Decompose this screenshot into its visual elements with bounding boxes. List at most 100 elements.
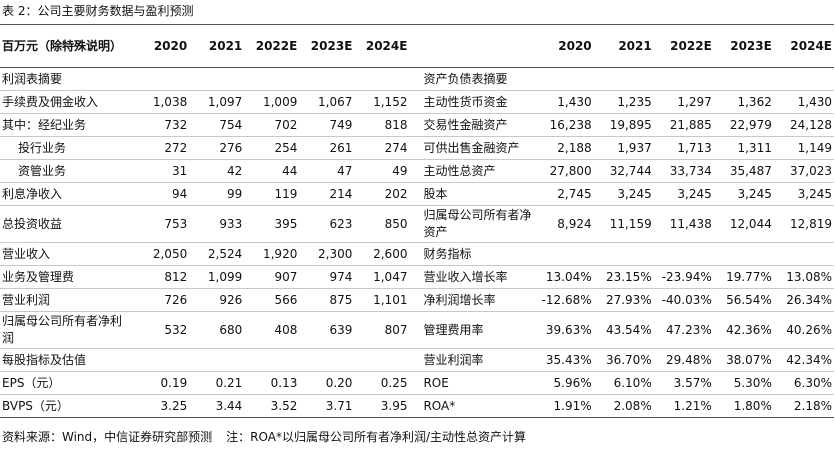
section-label: 每股指标及估值 xyxy=(0,348,135,372)
value-cell: 1,099 xyxy=(189,265,245,289)
value-cell: 42 xyxy=(189,159,245,183)
row-label: 股本 xyxy=(421,182,534,206)
value-cell: 1,067 xyxy=(299,90,355,114)
gap xyxy=(409,394,422,418)
value-cell: 1,430 xyxy=(773,90,834,114)
year-header: 2024E xyxy=(773,24,834,68)
value-cell: 35.43% xyxy=(533,348,594,372)
section-label: 利润表摘要 xyxy=(0,67,135,91)
value-cell: 49 xyxy=(354,159,410,183)
row-label: 交易性金融资产 xyxy=(421,113,534,137)
value-cell: 40.26% xyxy=(773,311,834,349)
row-label: 主动性货币资金 xyxy=(421,90,534,114)
year-header: 2023E xyxy=(713,24,774,68)
row-label: 管理费用率 xyxy=(421,311,534,349)
gap xyxy=(409,159,422,183)
value-cell: 37,023 xyxy=(773,159,834,183)
year-header: 2022E xyxy=(653,24,714,68)
gap xyxy=(409,348,422,372)
table-row: 手续费及佣金收入 1,038 1,097 1,009 1,067 1,152 主动性货币资金… xyxy=(0,90,834,114)
value-cell: 1,235 xyxy=(593,90,654,114)
gap xyxy=(409,242,422,266)
value-cell: 39.63% xyxy=(533,311,594,349)
value-cell: 726 xyxy=(134,288,190,312)
header-row: 百万元（除特殊说明） 2020 2021 2022E 2023E 2024E 2020 202… xyxy=(0,24,834,68)
value-cell: 99 xyxy=(189,182,245,206)
value-cell: 3.71 xyxy=(299,394,355,418)
table-row: 营业利润 726 926 566 875 1,101 净利润增长率 -12.68% 27.93%… xyxy=(0,288,834,312)
value-cell: 807 xyxy=(354,311,410,349)
year-header: 2024E xyxy=(354,24,410,68)
value-cell: 6.30% xyxy=(773,371,834,395)
value-cell: 974 xyxy=(299,265,355,289)
empty-cell xyxy=(189,348,245,372)
value-cell: 623 xyxy=(299,205,355,243)
value-cell: 8,924 xyxy=(533,205,594,243)
value-cell: 680 xyxy=(189,311,245,349)
value-cell: 754 xyxy=(189,113,245,137)
value-cell: 1,937 xyxy=(593,136,654,160)
row-label: 营业利润 xyxy=(0,288,135,312)
value-cell: 26.34% xyxy=(773,288,834,312)
value-cell: 1,152 xyxy=(354,90,410,114)
table-row: EPS（元） 0.19 0.21 0.13 0.20 0.25 ROE 5.96% 6.10% 3… xyxy=(0,371,834,395)
value-cell: 42.34% xyxy=(773,348,834,372)
empty-cell xyxy=(134,67,190,91)
financial-table: 百万元（除特殊说明） 2020 2021 2022E 2023E 2024E 2020 202… xyxy=(0,24,834,418)
value-cell: 202 xyxy=(354,182,410,206)
empty-cell xyxy=(299,348,355,372)
empty-cell xyxy=(533,242,594,266)
value-cell: 753 xyxy=(134,205,190,243)
value-cell: 2,188 xyxy=(533,136,594,160)
value-cell: 5.96% xyxy=(533,371,594,395)
year-header: 2020 xyxy=(134,24,190,68)
value-cell: 812 xyxy=(134,265,190,289)
year-header: 2020 xyxy=(533,24,594,68)
empty-cell xyxy=(533,67,594,91)
value-cell: 2,600 xyxy=(354,242,410,266)
year-header: 2021 xyxy=(189,24,245,68)
row-label: 业务及管理费 xyxy=(0,265,135,289)
blank-header xyxy=(421,24,534,68)
row-label: 主动性总资产 xyxy=(421,159,534,183)
value-cell: 395 xyxy=(244,205,300,243)
row-label: BVPS（元） xyxy=(0,394,135,418)
value-cell: 35,487 xyxy=(713,159,774,183)
table-row: 每股指标及估值 营业利润率 35.43% 36.70% 29.48% 38.07% 42.3… xyxy=(0,348,834,372)
value-cell: 23.15% xyxy=(593,265,654,289)
value-cell: 21,885 xyxy=(653,113,714,137)
gap xyxy=(409,371,422,395)
row-label: 归属母公司所有者净利润 xyxy=(0,311,135,349)
value-cell: 276 xyxy=(189,136,245,160)
table-row: 利润表摘要 资产负债表摘要 xyxy=(0,67,834,91)
value-cell: 27.93% xyxy=(593,288,654,312)
value-cell: 254 xyxy=(244,136,300,160)
value-cell: 532 xyxy=(134,311,190,349)
value-cell: 38.07% xyxy=(713,348,774,372)
value-cell: 12,044 xyxy=(713,205,774,243)
value-cell: 1,047 xyxy=(354,265,410,289)
value-cell: 1,311 xyxy=(713,136,774,160)
row-label: ROE xyxy=(421,371,534,395)
value-cell: 818 xyxy=(354,113,410,137)
row-label: 营业收入增长率 xyxy=(421,265,534,289)
value-cell: 1.91% xyxy=(533,394,594,418)
table-row: 归属母公司所有者净利润 532 680 408 639 807 管理费用率 39.63% 43.… xyxy=(0,311,834,349)
year-header: 2021 xyxy=(593,24,654,68)
value-cell: 2.18% xyxy=(773,394,834,418)
value-cell: 1,097 xyxy=(189,90,245,114)
value-cell: 119 xyxy=(244,182,300,206)
row-label: ROA* xyxy=(421,394,534,418)
empty-cell xyxy=(244,67,300,91)
section-label: 财务指标 xyxy=(421,242,534,266)
value-cell: 2,524 xyxy=(189,242,245,266)
year-header: 2022E xyxy=(244,24,300,68)
value-cell: 22,979 xyxy=(713,113,774,137)
value-cell: 1,101 xyxy=(354,288,410,312)
value-cell: 3.57% xyxy=(653,371,714,395)
table-row: BVPS（元） 3.25 3.44 3.52 3.71 3.95 ROA* 1.91% 2.08… xyxy=(0,394,834,418)
value-cell: 16,238 xyxy=(533,113,594,137)
value-cell: 0.19 xyxy=(134,371,190,395)
value-cell: 13.08% xyxy=(773,265,834,289)
section-label: 资产负债表摘要 xyxy=(421,67,534,91)
